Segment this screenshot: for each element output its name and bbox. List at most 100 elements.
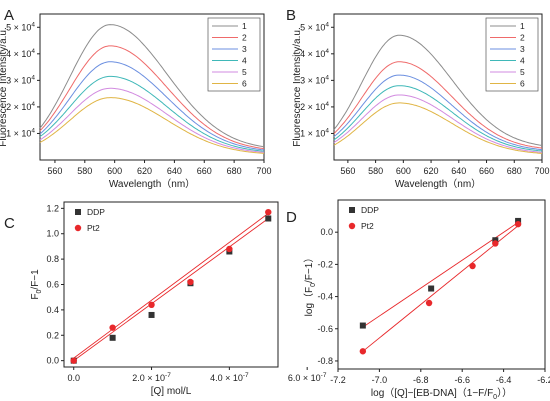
legend-label: 1	[242, 21, 247, 31]
spectrum-line-5	[39, 87, 265, 153]
plot-frame	[39, 13, 265, 161]
data-point-pt2	[187, 278, 194, 286]
legend-label: 6	[242, 79, 247, 89]
data-point-pt2	[265, 208, 272, 216]
x-tick-label: 620	[137, 166, 152, 176]
x-tick-label: -6.8	[413, 375, 429, 385]
panel-letter: C	[4, 215, 15, 232]
y-tick-label: 0.4	[46, 305, 59, 315]
legend-label: 4	[242, 56, 247, 66]
legend-marker-circle	[348, 222, 356, 230]
x-tick-label: 640	[167, 166, 182, 176]
spectrum-line-6	[39, 97, 265, 154]
y-tick-label: 1 × 104	[6, 127, 35, 138]
legend-label: Pt2	[361, 221, 374, 231]
y-tick-label: 0.0	[320, 227, 333, 237]
legend-box	[485, 17, 539, 92]
x-tick-label: -7.0	[372, 375, 388, 385]
y-axis-label: Fluorescence Intensity/a.u.	[292, 27, 303, 147]
y-tick-label: 0.0	[46, 356, 59, 366]
plot-frame	[333, 13, 543, 161]
fit-line-ddp	[362, 222, 519, 328]
legend-label: 5	[242, 67, 247, 77]
y-axis-label: Fluorescence Intensity/a.u.	[0, 27, 9, 147]
data-point-pt2	[226, 245, 233, 253]
legend-label: 1	[520, 21, 525, 31]
spectrum-line-2	[333, 61, 543, 149]
data-point-ddp	[148, 311, 155, 318]
x-tick-label: 680	[507, 166, 522, 176]
fit-line-pt2	[362, 225, 519, 352]
chart-panel-b	[331, 13, 543, 163]
y-tick-label: 2 × 104	[6, 101, 35, 112]
data-point-pt2	[109, 324, 116, 331]
x-axis-label: Wavelength（nm）	[109, 178, 195, 190]
y-tick-label: 1.0	[46, 229, 59, 239]
x-tick-label: 580	[368, 166, 383, 176]
plot-frame	[337, 199, 546, 370]
data-point-pt2	[425, 299, 433, 307]
y-tick-label: -0.8	[317, 356, 333, 366]
y-axis-label: log（F0/F−1）	[303, 253, 317, 317]
fit-line-pt2	[73, 213, 269, 359]
chart-panel-c	[61, 201, 308, 370]
legend-marker-square	[349, 207, 355, 213]
legend-label: DDP	[361, 205, 379, 215]
x-axis-label: [Q] mol/L	[151, 386, 192, 397]
x-axis-label: Wavelength（nm）	[395, 178, 481, 190]
x-tick-label: 700	[534, 166, 549, 176]
x-tick-label: 600	[107, 166, 122, 176]
y-tick-label: 4 × 104	[300, 48, 329, 59]
data-point-ddp	[359, 322, 366, 329]
x-tick-label: 660	[479, 166, 494, 176]
data-point-ddp	[515, 217, 522, 224]
fit-line-ddp	[73, 218, 269, 362]
x-tick-label: -6.6	[454, 375, 470, 385]
legend-label: 3	[520, 44, 525, 54]
chart-panel-a	[37, 13, 265, 163]
x-tick-label: 2.0 × 10-7	[132, 372, 171, 383]
legend-label: DDP	[87, 207, 105, 217]
y-tick-label: 1.2	[46, 203, 59, 213]
data-point-ddp	[492, 237, 499, 244]
spectrum-line-3	[333, 74, 543, 151]
y-tick-label: 2 × 104	[300, 101, 329, 112]
y-tick-label: 0.6	[46, 280, 59, 290]
spectrum-line-2	[39, 45, 265, 150]
data-point-ddp	[265, 215, 272, 222]
x-tick-label: 600	[396, 166, 411, 176]
spectrum-line-4	[39, 75, 265, 152]
x-tick-label: 4.0 × 10-7	[210, 372, 249, 383]
data-point-ddp	[428, 285, 435, 292]
legend-box	[207, 17, 261, 92]
legend-label: 5	[520, 67, 525, 77]
legend-marker-circle	[74, 224, 82, 232]
panel-letter: B	[286, 7, 296, 24]
x-tick-label: -6.4	[496, 375, 512, 385]
data-point-pt2	[148, 301, 155, 309]
y-tick-label: -0.2	[317, 259, 333, 269]
x-tick-label: 640	[451, 166, 466, 176]
y-tick-label: 0.8	[46, 254, 59, 264]
data-point-pt2	[359, 348, 367, 355]
legend-label: 3	[242, 44, 247, 54]
spectrum-line-1	[39, 24, 265, 148]
y-tick-label: -0.6	[317, 324, 333, 334]
chart-panel-d	[335, 199, 546, 372]
panel-letter: A	[4, 7, 14, 24]
spectrum-line-5	[333, 94, 543, 153]
legend-label: Pt2	[87, 223, 100, 233]
x-axis-label: log（[Q]−[EB-DNA]（1−F/F0））	[371, 387, 512, 401]
legend-label: 2	[520, 33, 525, 43]
spectrum-line-4	[333, 85, 543, 152]
x-tick-label: 620	[424, 166, 439, 176]
spectrum-line-6	[333, 102, 543, 154]
y-tick-label: 3 × 104	[300, 74, 329, 85]
x-tick-label: -7.2	[330, 375, 346, 385]
x-tick-label: 680	[227, 166, 242, 176]
x-tick-label: 700	[256, 166, 271, 176]
x-tick-label: -6.2	[537, 375, 550, 385]
y-tick-label: 3 × 104	[6, 74, 35, 85]
y-tick-label: 5 × 104	[300, 21, 329, 32]
